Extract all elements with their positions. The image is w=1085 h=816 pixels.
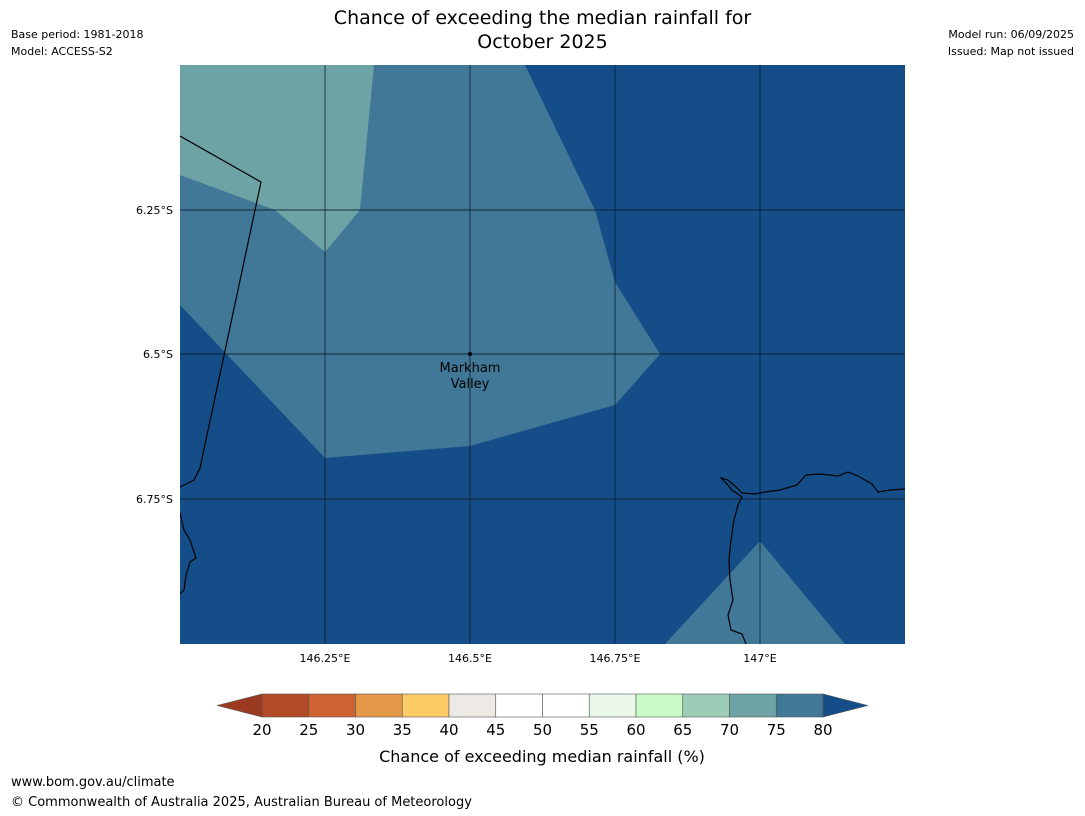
colorbar-swatch-30-35 xyxy=(355,693,403,718)
model-info: Base period: 1981-2018 Model: ACCESS-S2 xyxy=(11,26,143,60)
place-label-line-2: Valley xyxy=(451,377,490,392)
colorbar-swatch-70-75 xyxy=(729,693,777,718)
band-75-80-southeast-region xyxy=(665,541,845,644)
coastline-southwest xyxy=(180,512,197,595)
colorbar-tick-45: 45 xyxy=(486,721,505,739)
colorbar-label: Chance of exceeding median rainfall (%) xyxy=(379,747,705,766)
latitude-labels: 6.25°S 6.5°S 6.75°S xyxy=(136,204,173,506)
colorbar xyxy=(216,693,869,718)
title-line-2: October 2025 xyxy=(477,31,608,53)
lon-label-147: 147°E xyxy=(743,652,776,665)
band-70-75-northwest-region xyxy=(180,65,374,252)
run-info: Model run: 06/09/2025 Issued: Map not is… xyxy=(948,26,1074,60)
title-line-1: Chance of exceeding the median rainfall … xyxy=(333,7,752,29)
map-plot-area xyxy=(180,65,905,644)
base-period-text: Base period: 1981-2018 xyxy=(11,28,144,41)
lat-label-6-75: 6.75°S xyxy=(136,493,173,506)
footer-copyright: © Commonwealth of Australia 2025, Austra… xyxy=(11,795,472,810)
lon-label-146-25: 146.25°E xyxy=(300,652,351,665)
lon-label-146-75: 146.75°E xyxy=(590,652,641,665)
colorbar-tick-70: 70 xyxy=(720,721,739,739)
colorbar-under-arrow xyxy=(216,693,263,718)
longitude-labels: 146.25°E 146.5°E 146.75°E 147°E xyxy=(300,652,777,665)
colorbar-tick-55: 55 xyxy=(580,721,599,739)
colorbar-tick-35: 35 xyxy=(393,721,412,739)
colorbar-tick-65: 65 xyxy=(673,721,692,739)
map-title: Chance of exceeding the median rainfall … xyxy=(0,6,1085,54)
colorbar-tick-20: 20 xyxy=(252,721,271,739)
colorbar-tick-30: 30 xyxy=(346,721,365,739)
footer-url: www.bom.gov.au/climate xyxy=(11,775,175,790)
colorbar-tick-60: 60 xyxy=(626,721,645,739)
lat-label-6-25: 6.25°S xyxy=(136,204,173,217)
model-text: Model: ACCESS-S2 xyxy=(11,45,113,58)
colorbar-tick-80: 80 xyxy=(813,721,832,739)
colorbar-swatch-55-60 xyxy=(588,693,637,718)
colorbar-tick-labels: 20 25 30 35 40 45 50 55 60 65 70 75 80 xyxy=(252,721,832,739)
colorbar-swatch-45-50 xyxy=(495,693,543,718)
colorbar-swatch-75-80 xyxy=(775,693,824,718)
colorbar-over-arrow xyxy=(822,693,869,718)
lon-label-146-5: 146.5°E xyxy=(448,652,492,665)
lat-label-6-5: 6.5°S xyxy=(143,348,173,361)
colorbar-tick-40: 40 xyxy=(439,721,458,739)
place-label-line-1: Markham xyxy=(440,361,501,376)
colorbar-swatch-20-25 xyxy=(261,693,310,718)
colorbar-tick-50: 50 xyxy=(533,721,552,739)
issued-text: Issued: Map not issued xyxy=(947,45,1074,58)
colorbar-swatch-25-30 xyxy=(308,693,356,718)
model-run-text: Model run: 06/09/2025 xyxy=(948,28,1074,41)
colorbar-swatch-65-70 xyxy=(682,693,730,718)
colorbar-tick-75: 75 xyxy=(767,721,786,739)
coastline-southeast xyxy=(718,471,905,644)
colorbar-swatch-60-65 xyxy=(635,693,684,718)
colorbar-swatch-40-45 xyxy=(448,693,497,718)
colorbar-swatch-35-40 xyxy=(401,693,450,718)
place-marker-markham-valley xyxy=(468,352,472,356)
graticule xyxy=(180,65,905,644)
colorbar-tick-25: 25 xyxy=(299,721,318,739)
boundary-line-west xyxy=(180,135,262,488)
coastlines xyxy=(180,135,905,644)
colorbar-swatch-50-55 xyxy=(542,693,590,718)
